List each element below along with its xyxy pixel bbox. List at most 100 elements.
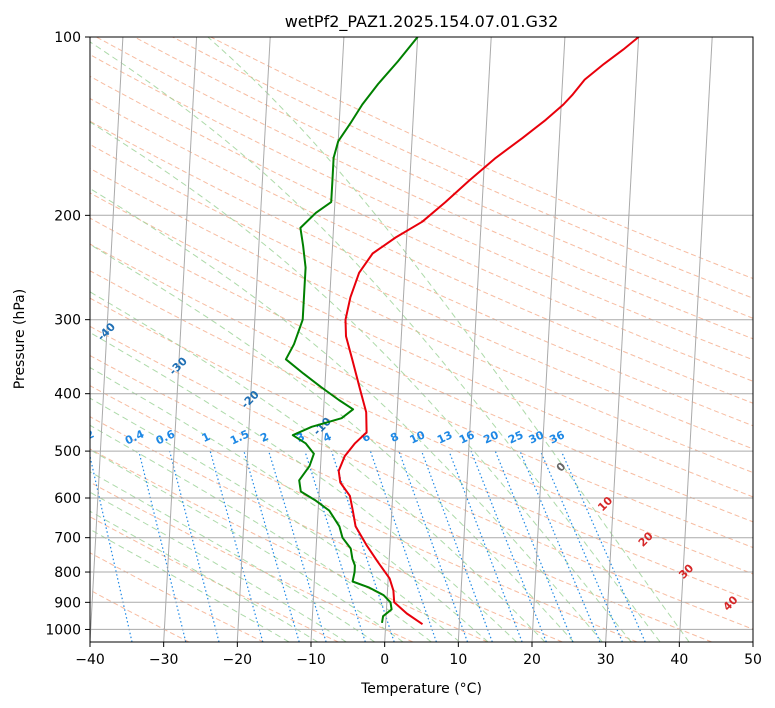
x-tick-label: 10 bbox=[449, 652, 467, 668]
mixing-ratio-label: 0.1 bbox=[26, 427, 49, 447]
mixing-ratio-line bbox=[539, 450, 623, 642]
moist-adiabat-line bbox=[90, 121, 632, 642]
isotherms bbox=[90, 37, 753, 642]
mixing-ratio-label: 0.2 bbox=[73, 427, 96, 447]
mixing-ratio-line bbox=[138, 450, 187, 642]
mixing-ratio-line bbox=[268, 450, 327, 642]
dry-adiabat-line bbox=[90, 416, 563, 642]
y-tick-label: 800 bbox=[54, 565, 81, 581]
dry-adiabat-line bbox=[90, 143, 753, 450]
moist-adiabat-label: 40 bbox=[721, 593, 741, 613]
dry-adiabat-line bbox=[90, 97, 753, 404]
mixing-ratio-line bbox=[398, 450, 469, 642]
y-tick-label: 500 bbox=[54, 444, 81, 460]
mixing-ratio-lines bbox=[90, 450, 646, 642]
mixing-ratio-line bbox=[369, 450, 437, 642]
x-tick-label: 40 bbox=[670, 652, 688, 668]
isotherm-line bbox=[163, 37, 198, 642]
y-tick-label: 300 bbox=[54, 313, 81, 329]
dry-adiabat-line bbox=[172, 37, 753, 299]
mixing-ratio-line bbox=[243, 450, 300, 642]
mixing-ratio-label: 36 bbox=[547, 428, 567, 446]
mixing-ratio-label: 10 bbox=[408, 428, 428, 446]
mixing-ratio-label: 0.6 bbox=[154, 427, 177, 447]
mixing-ratio-line bbox=[519, 450, 601, 642]
chart-title: wetPf2_PAZ1.2025.154.07.01.G32 bbox=[285, 12, 559, 32]
x-tick-label: −20 bbox=[223, 652, 253, 668]
moist-adiabat-label: 30 bbox=[676, 561, 696, 581]
y-tick-label: 700 bbox=[54, 531, 81, 547]
isotherm-line bbox=[531, 37, 566, 642]
moist-adiabat-line bbox=[90, 187, 603, 642]
mixing-ratio-line bbox=[209, 450, 264, 642]
y-tick-label: 1000 bbox=[45, 622, 81, 638]
mixing-ratio-line bbox=[304, 450, 366, 642]
x-axis: −40 −30 −20 −10 0 10 20 30 40 50 bbox=[75, 642, 762, 668]
dry-adiabat-line bbox=[90, 355, 712, 642]
mixing-ratio-label: 25 bbox=[506, 428, 525, 446]
dry-adiabat-line bbox=[90, 325, 753, 630]
x-tick-label: −30 bbox=[149, 652, 179, 668]
moist-adiabat-line bbox=[90, 449, 404, 642]
dry-adiabat-line bbox=[90, 481, 414, 642]
pressure-gridlines bbox=[90, 37, 753, 630]
isotherm-line bbox=[310, 37, 345, 642]
mixing-ratio-label: 16 bbox=[457, 428, 477, 446]
mixing-ratio-label: 2 bbox=[258, 430, 270, 445]
x-axis-label: Temperature (°C) bbox=[360, 681, 482, 697]
x-tick-label: −10 bbox=[296, 652, 326, 668]
x-tick-label: 0 bbox=[380, 652, 389, 668]
moist-adiabat-line bbox=[90, 528, 290, 642]
dry-adiabat-line bbox=[90, 192, 753, 498]
moist-adiabat-line bbox=[90, 366, 489, 642]
mixing-ratio-line bbox=[560, 450, 646, 642]
mixing-ratio-label: 1 bbox=[200, 430, 212, 445]
moist-adiabats bbox=[90, 37, 690, 642]
dry-adiabat-line bbox=[90, 516, 339, 642]
y-axis-label: Pressure (hPa) bbox=[12, 289, 28, 389]
y-tick-label: 600 bbox=[54, 491, 81, 507]
isotherm-line bbox=[236, 37, 271, 642]
dry-adiabat-line bbox=[90, 552, 264, 642]
moist-adiabat-line bbox=[90, 331, 517, 642]
mixing-ratio-line bbox=[169, 450, 220, 642]
isotherm-line bbox=[752, 632, 753, 642]
dry-adiabat-line bbox=[90, 297, 753, 602]
y-axis: 100 200 300 400 500 600 700 800 900 1000 bbox=[45, 30, 90, 638]
x-tick-label: −40 bbox=[75, 652, 105, 668]
dry-adiabat-line bbox=[90, 385, 638, 642]
moist-adiabat-line bbox=[90, 41, 661, 642]
mixing-ratio-label: 0.4 bbox=[123, 427, 146, 447]
mixing-ratio-label: 20 bbox=[481, 428, 501, 446]
dry-adiabat-line bbox=[90, 217, 753, 523]
isotherm-line bbox=[384, 37, 419, 642]
x-tick-label: 50 bbox=[744, 652, 762, 668]
dry-adiabat-line bbox=[90, 270, 753, 575]
moist-adiabat-line bbox=[90, 510, 319, 642]
dry-adiabat-line bbox=[90, 448, 488, 642]
mixing-ratio-label: 13 bbox=[435, 428, 454, 446]
profile-series bbox=[284, 37, 640, 626]
mixing-ratio-label: 8 bbox=[388, 430, 400, 445]
dry-adiabat-line bbox=[90, 243, 753, 549]
dry-adiabat-line bbox=[96, 37, 753, 340]
temperature-profile-line bbox=[337, 37, 640, 626]
mixing-ratio-label: 30 bbox=[527, 428, 547, 446]
dry-adiabat-line bbox=[90, 589, 190, 642]
x-tick-label: 30 bbox=[597, 652, 615, 668]
moist-adiabat-line bbox=[90, 491, 347, 642]
y-tick-label: 200 bbox=[54, 208, 81, 224]
isotherm-line bbox=[90, 37, 124, 642]
dry-adiabat-line bbox=[90, 167, 753, 474]
plot-area: -100-90-80-70-60-50-40-30-20-10010203040… bbox=[26, 37, 753, 642]
dry-adiabat-line bbox=[134, 37, 753, 319]
guide-line-labels: -100-90-80-70-60-50-40-30-20-10010203040… bbox=[26, 320, 741, 613]
isotherm-label: -30 bbox=[167, 354, 190, 377]
mixing-ratio-line bbox=[90, 453, 133, 642]
dry-adiabat-line bbox=[90, 120, 753, 427]
dry-adiabat-line bbox=[90, 54, 753, 361]
moist-adiabat-line bbox=[207, 37, 690, 642]
moist-adiabat-line bbox=[90, 424, 432, 642]
isotherm-line bbox=[605, 37, 640, 642]
y-tick-label: 400 bbox=[54, 387, 81, 403]
